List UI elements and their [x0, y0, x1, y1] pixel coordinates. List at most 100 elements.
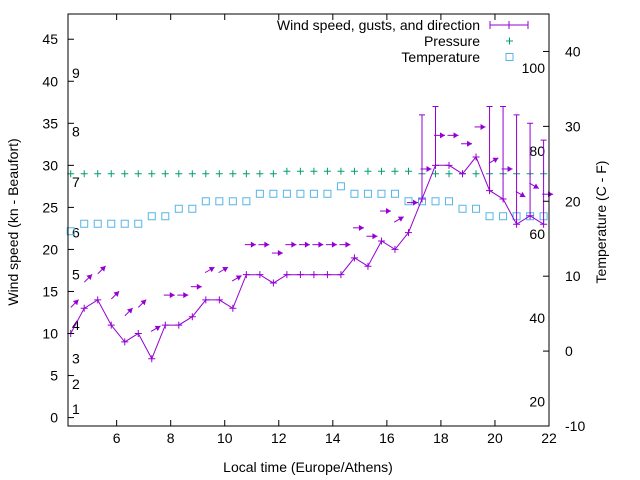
temperature-point: [93, 219, 102, 228]
temperature-point: [188, 204, 197, 213]
pressure-point: [242, 170, 250, 178]
temperature-point: [134, 219, 143, 228]
direction-arrow-head: [126, 308, 133, 314]
y-tick-label: 0: [50, 410, 58, 426]
legend-pressure-symbol: [506, 37, 513, 45]
pressure-point: [188, 170, 196, 178]
wind-speed-point: [175, 321, 183, 329]
pressure-point: [121, 170, 129, 178]
legend-temperature-symbol: [505, 53, 514, 61]
pressure-point: [80, 170, 88, 178]
x-tick-label: 10: [217, 430, 233, 446]
temperature-point: [161, 212, 170, 221]
temperature-point: [147, 212, 156, 221]
wind-speed-point: [310, 271, 318, 279]
pressure-point: [175, 170, 183, 178]
direction-arrow-head: [519, 191, 526, 198]
wind-speed-point: [486, 187, 494, 195]
beaufort-label: 8: [72, 124, 80, 140]
fahrenheit-label: 40: [529, 310, 545, 326]
temperature-point: [269, 189, 278, 198]
temperature-point: [228, 197, 237, 206]
beaufort-label: 2: [72, 376, 80, 392]
legend-label: Wind speed, gusts, and direction: [277, 17, 480, 33]
beaufort-label: 9: [72, 65, 80, 81]
beaufort-label: 4: [72, 317, 80, 333]
y2-tick-label: 10: [565, 268, 581, 284]
y-axis-label: Wind speed (kn - Beaufort): [5, 138, 21, 305]
pressure-point: [107, 170, 115, 178]
direction-arrow-head: [222, 267, 229, 273]
wind-speed-point: [148, 355, 156, 363]
temperature-point: [66, 227, 75, 236]
wind-speed-point: [229, 304, 237, 312]
direction-arrow-head: [385, 208, 391, 215]
temperature-point: [363, 189, 372, 198]
wind-speed-point: [80, 304, 88, 312]
direction-arrow-head: [264, 241, 270, 248]
wind-speed-point: [121, 338, 129, 346]
wind-speed-point: [161, 321, 169, 329]
wind-speed-point: [256, 271, 264, 279]
y-tick-label: 20: [42, 241, 58, 257]
series-layer: [66, 105, 554, 363]
legend-label: Temperature: [401, 49, 480, 65]
temperature-point: [201, 197, 210, 206]
direction-arrow-head: [72, 299, 79, 306]
fahrenheit-label: 100: [522, 60, 546, 76]
direction-arrow-head: [86, 274, 93, 281]
pressure-point: [337, 167, 345, 175]
temperature-point: [499, 212, 508, 221]
wind-speed-point: [432, 161, 440, 169]
direction-arrow-head: [318, 241, 324, 248]
temperature-point: [296, 189, 305, 198]
pressure-point: [445, 170, 453, 178]
y2-axis-label: Temperature (C - F): [593, 161, 609, 284]
wind-speed-point: [364, 262, 372, 270]
wind-speed-point: [283, 271, 291, 279]
wind-speed-point: [134, 330, 142, 338]
fahrenheit-label: 20: [529, 393, 545, 409]
beaufort-label: 5: [72, 267, 80, 283]
y2-tick-label: 0: [565, 343, 573, 359]
temperature-point: [336, 182, 345, 191]
axis-layer: 6 8 10 12 14 16 18 20 22051015202530354045-10010…: [42, 13, 585, 446]
y-tick-label: 30: [42, 157, 58, 173]
direction-arrow-head: [358, 224, 364, 231]
direction-arrow-head: [345, 241, 351, 248]
temperature-point: [120, 219, 129, 228]
x-tick-label: 18: [433, 430, 449, 446]
direction-arrow-head: [492, 157, 499, 163]
temperature-point: [445, 197, 454, 206]
temperature-point: [242, 197, 251, 206]
temperature-point: [107, 219, 116, 228]
wind-speed-point: [472, 153, 480, 161]
temperature-point: [431, 197, 440, 206]
wind-speed-line: [70, 155, 544, 360]
temperature-point: [309, 189, 318, 198]
wind-speed-point: [499, 195, 507, 203]
direction-arrow-head: [440, 132, 446, 139]
gust-errorbar: [500, 105, 507, 199]
gust-errorbar: [486, 105, 493, 191]
temperature-point: [485, 212, 494, 221]
x-tick-label: 16: [379, 430, 395, 446]
temperature-point: [174, 204, 183, 213]
pressure-point: [323, 167, 331, 175]
direction-arrow-head: [372, 233, 378, 240]
x-tick-label: 22: [541, 430, 557, 446]
plot-frame: [67, 13, 550, 427]
x-tick-label: 14: [325, 430, 341, 446]
direction-arrow-head: [183, 292, 189, 299]
wind-speed-point: [391, 245, 399, 253]
y-tick-label: 25: [42, 199, 58, 215]
temperature-point: [350, 189, 359, 198]
temperature-point: [215, 197, 224, 206]
pressure-point: [202, 170, 210, 178]
fahrenheit-label: 60: [529, 226, 545, 242]
gust-errorbar: [432, 105, 439, 166]
direction-arrow-head: [507, 165, 513, 172]
gust-errorbar: [418, 114, 425, 199]
direction-arrow-head: [113, 291, 120, 297]
